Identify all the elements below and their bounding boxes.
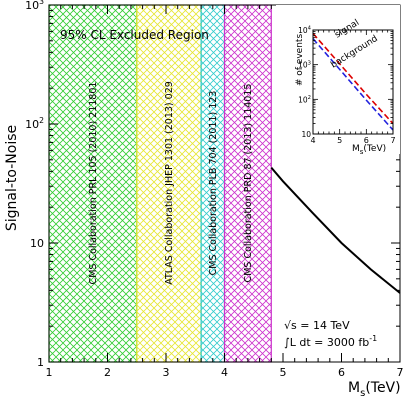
inset-y-tick-label: 102: [298, 95, 311, 104]
main-axes: 1 2 3 4 5 6 7 1 10 102 103: [25, 0, 403, 379]
main-y-tick-label: 103: [25, 0, 44, 12]
main-x-tick-label: 3: [163, 366, 170, 379]
main-y-axis-title: Signal-to-Noise: [4, 125, 20, 231]
main-x-tick-label: 6: [338, 366, 345, 379]
band-0: [49, 5, 137, 362]
excluded-region-title: 95% CL Excluded Region: [60, 28, 209, 42]
main-x-tick-label: 5: [280, 366, 287, 379]
inset-x-tick-label: 7: [390, 136, 395, 145]
inset-x-title-main: M: [352, 144, 360, 154]
lumi-prefix: ∫L dt =: [284, 336, 327, 349]
inset-line-signal: [312, 32, 394, 125]
main-x-tick-label: 4: [221, 366, 228, 379]
main-x-title-main: M: [348, 380, 360, 396]
main-x-title-unit: (TeV): [365, 380, 400, 396]
main-x-tick-label: 2: [104, 366, 111, 379]
main-y-tick-label: 102: [25, 116, 44, 131]
signal-to-noise-line: [270, 166, 401, 294]
inset-y-tick-label: 103: [298, 60, 311, 69]
lumi-value: 3000 fb: [327, 336, 369, 349]
main-series: [270, 166, 401, 294]
main-x-axis-title: Ms(TeV): [348, 380, 401, 399]
main-x-tick-label: 7: [397, 366, 404, 379]
inset-frame: [312, 29, 394, 135]
band-1: [136, 5, 202, 362]
main-x-tick-label: 1: [46, 366, 53, 379]
inset-x-title-sub: s: [360, 148, 364, 156]
inset-x-axis-title: Ms(TeV): [352, 144, 386, 156]
inset-x-tick-label: 4: [310, 136, 315, 145]
energy-value: 14 TeV: [313, 319, 350, 332]
inset-y-axis-title: # of events: [295, 34, 305, 87]
main-x-title-sub: s: [360, 388, 365, 399]
band-label-3: CMS Collaboration PRD 87 (2013) 114015: [243, 84, 254, 283]
band-label-0: CMS Collaboration PRL 105 (2010) 211801: [88, 82, 99, 285]
inset-axes: 4 5 6 7 10 102 103 104: [298, 26, 395, 145]
band-label-1: ATLAS Collaboration JHEP 1301 (2013) 029: [164, 81, 175, 285]
band-label-2: CMS Collaboration PLB 704 (2011) 123: [208, 91, 219, 276]
excluded-bands: [48, 4, 272, 363]
band-3: [224, 5, 272, 362]
band-labels: CMS Collaboration PRL 105 (2010) 211801 A…: [88, 81, 254, 285]
band-2: [201, 5, 225, 362]
energy-prefix: √s =: [284, 319, 313, 332]
main-y-tick-label: 1: [37, 356, 44, 369]
inset-y-tick-label: 104: [298, 26, 312, 35]
inset-x-tick-label: 5: [337, 136, 342, 145]
inset-x-title-unit: (TeV): [363, 144, 386, 154]
inset-x-tick-label: 6: [364, 136, 369, 145]
inset-series: [312, 32, 394, 131]
main-y-tick-label: 10: [30, 237, 44, 250]
inset-y-tick-label: 10: [301, 130, 311, 139]
lumi-annotation: ∫L dt = 3000 fb-1: [284, 334, 377, 349]
inset-line-background: [312, 38, 394, 131]
energy-annotation: √s = 14 TeV: [284, 319, 350, 332]
lumi-exponent: -1: [369, 334, 377, 343]
